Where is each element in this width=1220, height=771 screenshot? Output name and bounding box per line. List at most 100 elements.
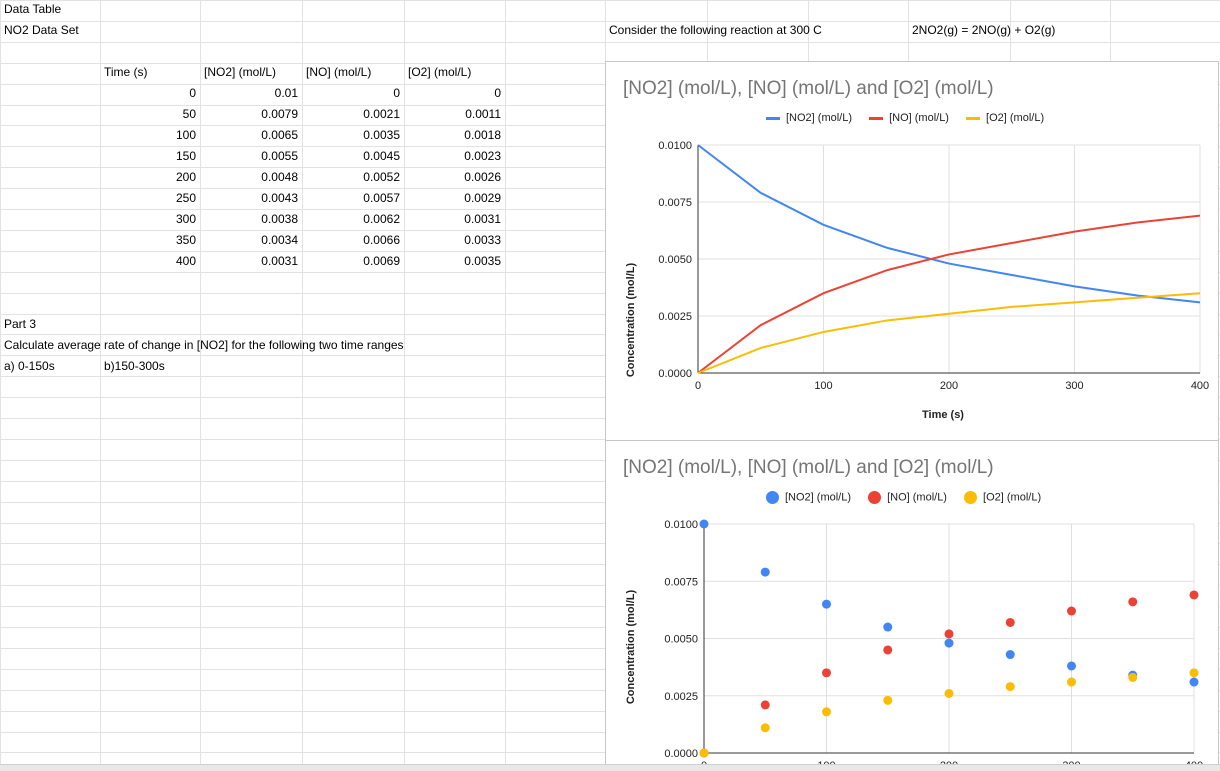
data-point-no2 — [883, 622, 893, 632]
line-chart-title: [NO2] (mol/L), [NO] (mol/L) and [O2] (mo… — [623, 78, 994, 99]
line-chart[interactable]: [NO2] (mol/L), [NO] (mol/L) and [O2] (mo… — [605, 61, 1219, 441]
scatter-chart-title: [NO2] (mol/L), [NO] (mol/L) and [O2] (mo… — [623, 457, 994, 478]
y-tick-label: 0.0100 — [658, 140, 692, 152]
table-cell[interactable]: 0.0052 — [363, 170, 400, 184]
scatter-chart-y-axis-label: Concentration (mol/L) — [625, 589, 637, 705]
table-cell[interactable]: 0.0062 — [363, 212, 400, 226]
x-tick-label: 400 — [1191, 380, 1209, 392]
reaction-equation-cell[interactable]: 2NO2(g) = 2NO(g) + O2(g) — [912, 23, 1056, 37]
y-tick-label: 0.0025 — [664, 691, 698, 703]
data-point-o2 — [699, 748, 709, 758]
table-cell[interactable]: 0.0034 — [261, 233, 298, 247]
data-point-no2 — [1189, 677, 1199, 687]
y-tick-label: 0.0050 — [664, 634, 698, 646]
table-cell[interactable]: 0.0043 — [261, 191, 298, 205]
part3-title-cell[interactable]: Part 3 — [4, 317, 37, 331]
table-cell[interactable]: 0.0011 — [465, 107, 501, 121]
dataset-label-cell[interactable]: NO2 Data Set — [4, 23, 79, 37]
data-point-no — [1189, 590, 1199, 600]
data-point-o2 — [883, 695, 893, 705]
data-point-o2 — [944, 688, 954, 698]
reaction-conditions-cell[interactable]: Consider the following reaction at 300 C — [609, 23, 822, 37]
data-point-no — [883, 645, 893, 655]
scatter-chart-legend: [NO2] (mol/L) [NO] (mol/L) [O2] (mol/L) — [766, 491, 1055, 504]
table-header-cell[interactable]: Time (s) — [104, 65, 148, 79]
scatter-chart[interactable]: [NO2] (mol/L), [NO] (mol/L) and [O2] (mo… — [605, 440, 1219, 771]
table-cell[interactable]: 50 — [182, 107, 196, 121]
y-tick-label: 0.0050 — [658, 254, 692, 266]
data-point-no — [1067, 606, 1076, 616]
table-cell[interactable]: 0.0048 — [261, 170, 298, 184]
table-cell[interactable]: 200 — [175, 170, 196, 184]
legend-label-o2: [O2] (mol/L) — [986, 112, 1045, 125]
table-cell[interactable]: 0.0045 — [363, 149, 400, 163]
data-point-o2 — [1128, 672, 1138, 682]
part3-instruction-cell[interactable]: Calculate average rate of change in [NO2… — [4, 338, 404, 352]
line-chart-y-axis-label: Concentration (mol/L) — [625, 262, 637, 378]
y-tick-label: 0.0075 — [664, 576, 698, 588]
table-cell[interactable]: 0.0018 — [464, 128, 501, 142]
legend-label-o2: [O2] (mol/L) — [983, 491, 1042, 504]
series-line-o2 — [697, 292, 1201, 374]
table-header-cell[interactable]: [NO2] (mol/L) — [204, 65, 277, 79]
table-cell[interactable]: 150 — [175, 149, 196, 163]
table-cell[interactable]: 350 — [175, 233, 196, 247]
table-cell[interactable]: 0.0066 — [363, 233, 400, 247]
table-cell[interactable]: 0.0079 — [261, 107, 298, 121]
data-point-o2 — [760, 723, 770, 733]
data-point-o2 — [1005, 682, 1015, 692]
part3-range-a-cell[interactable]: a) 0-150s — [4, 359, 55, 373]
horizontal-scrollbar[interactable] — [0, 764, 1220, 771]
data-point-o2 — [1189, 668, 1199, 678]
data-point-no — [944, 629, 954, 639]
table-cell[interactable]: 0.0021 — [363, 107, 400, 121]
table-cell[interactable]: 0.0065 — [261, 128, 298, 142]
table-cell[interactable]: 0.0038 — [261, 212, 298, 226]
data-point-no — [760, 700, 770, 710]
table-cell[interactable]: 0 — [189, 86, 196, 100]
table-cell[interactable]: 0.0069 — [363, 254, 400, 268]
table-cell[interactable]: 300 — [175, 212, 196, 226]
table-cell[interactable]: 100 — [175, 128, 196, 142]
legend-swatch-no2 — [766, 116, 780, 120]
line-chart-legend: [NO2] (mol/L) [NO] (mol/L) [O2] (mol/L) — [766, 112, 1058, 124]
data-point-no2 — [944, 638, 954, 648]
legend-item-o2: [O2] (mol/L) — [966, 112, 1044, 124]
x-tick-label: 200 — [940, 380, 958, 392]
table-cell[interactable]: 0.0023 — [464, 149, 501, 163]
legend-item-no2: [NO2] (mol/L) — [766, 491, 851, 504]
legend-item-no: [NO] (mol/L) — [869, 112, 949, 124]
table-header-cell[interactable]: [NO] (mol/L) — [306, 65, 372, 79]
y-tick-label: 0.0025 — [658, 311, 692, 323]
table-cell[interactable]: 0.0029 — [464, 191, 501, 205]
data-point-no — [1128, 597, 1138, 607]
sheet-title-cell[interactable]: Data Table — [4, 2, 62, 16]
y-tick-label: 0.0000 — [664, 748, 698, 760]
table-cell[interactable]: 0.0057 — [363, 191, 400, 205]
data-point-no2 — [760, 567, 770, 577]
data-point-no2 — [699, 519, 709, 529]
table-cell[interactable]: 0 — [393, 86, 400, 100]
table-cell[interactable]: 0.0031 — [261, 254, 298, 268]
data-point-o2 — [822, 707, 831, 717]
table-cell[interactable]: 0.01 — [274, 86, 298, 100]
part3-range-b-cell[interactable]: b)150-300s — [104, 359, 165, 373]
x-tick-label: 100 — [814, 380, 832, 392]
legend-swatch-no2 — [766, 491, 779, 504]
table-cell[interactable]: 250 — [175, 191, 196, 205]
table-cell[interactable]: 0.0035 — [464, 254, 501, 268]
table-cell[interactable]: 0.0026 — [464, 170, 501, 184]
legend-swatch-no — [868, 491, 882, 504]
table-cell[interactable]: 400 — [175, 254, 196, 268]
table-cell[interactable]: 0.0035 — [363, 128, 400, 142]
table-cell[interactable]: 0 — [494, 86, 501, 100]
scatter-chart-plot-area: 0.00000.00250.00500.00750.01000100200300… — [664, 519, 1203, 771]
table-cell[interactable]: 0.0033 — [464, 233, 501, 247]
line-chart-plot-area: 0.0000 0.0025 0.0050 0.0075 0.0100 0 100 200 300… — [658, 140, 1209, 392]
y-tick-label: 0.0000 — [658, 368, 692, 380]
table-cell[interactable]: 0.0055 — [261, 149, 298, 163]
table-header-cell[interactable]: [O2] (mol/L) — [408, 65, 472, 79]
table-cell[interactable]: 0.0031 — [464, 212, 501, 226]
data-point-no2 — [822, 599, 831, 609]
